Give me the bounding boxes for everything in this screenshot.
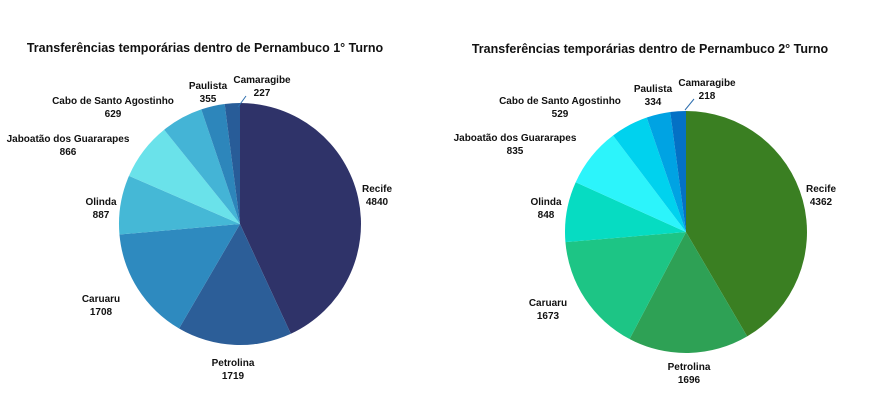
pie-slice-cabo-de-santo-agostinho <box>164 109 240 224</box>
slice-value-olinda: 887 <box>93 210 110 221</box>
pie-slice-petrolina <box>629 232 748 353</box>
pie-slice-caruaru <box>565 232 686 340</box>
slice-value-camaragibe: 227 <box>254 88 271 99</box>
pie-slice-jaboatao-dos-guararapes <box>575 135 686 232</box>
slice-label-paulista: Paulista <box>634 84 673 95</box>
pie-chart-2-turno: Transferências temporárias dentro de Per… <box>454 42 837 386</box>
pie-slice-recife <box>686 111 807 337</box>
slice-value-petrolina: 1696 <box>678 375 701 386</box>
slice-label-jaboatao-dos-guararapes: Jaboatão dos Guararapes <box>454 133 577 144</box>
chart-title-1-turno: Transferências temporárias dentro de Per… <box>27 41 384 55</box>
slice-value-camaragibe: 218 <box>699 91 716 102</box>
pie-chart-1-turno: Transferências temporárias dentro de Per… <box>7 41 393 382</box>
slice-label-cabo-de-santo-agostinho: Cabo de Santo Agostinho <box>499 96 621 107</box>
slice-value-caruaru: 1708 <box>90 307 113 318</box>
slice-value-recife: 4840 <box>366 197 389 208</box>
pie-slice-petrolina <box>179 224 291 345</box>
pie-slice-paulista <box>646 112 686 232</box>
slice-label-camaragibe: Camaragibe <box>678 78 736 89</box>
pie-slices-1-turno <box>118 102 361 345</box>
pie-slice-cabo-de-santo-agostinho <box>613 117 686 232</box>
slice-value-petrolina: 1719 <box>222 371 245 382</box>
leader-line-camaragibe <box>237 95 247 108</box>
pie-slice-recife <box>240 103 361 334</box>
slice-value-caruaru: 1673 <box>537 311 560 322</box>
slice-label-caruaru: Caruaru <box>82 294 120 305</box>
pie-slice-jaboatao-dos-guararapes <box>128 129 240 224</box>
slice-label-petrolina: Petrolina <box>668 362 711 373</box>
slice-label-paulista: Paulista <box>189 81 228 92</box>
slice-value-cabo-de-santo-agostinho: 629 <box>105 109 122 120</box>
slice-label-petrolina: Petrolina <box>212 358 255 369</box>
slice-label-caruaru: Caruaru <box>529 298 567 309</box>
slice-label-camaragibe: Camaragibe <box>233 75 291 86</box>
pie-slices-2-turno <box>565 111 807 353</box>
slice-label-olinda: Olinda <box>85 197 117 208</box>
slice-value-recife: 4362 <box>810 197 833 208</box>
slice-value-paulista: 355 <box>200 94 217 105</box>
pie-labels-2-turno: Recife 4362 Petrolina 1696 Caruaru 1673 Olinda… <box>454 78 837 386</box>
pie-slice-camaragibe <box>224 102 240 224</box>
slice-value-jaboatao-dos-guararapes: 835 <box>507 146 524 157</box>
slice-label-cabo-de-santo-agostinho: Cabo de Santo Agostinho <box>52 96 174 107</box>
slice-value-olinda: 848 <box>538 210 555 221</box>
slice-value-cabo-de-santo-agostinho: 529 <box>552 109 569 120</box>
pie-slice-camaragibe <box>670 111 686 232</box>
leader-line-camaragibe <box>684 98 695 111</box>
chart-title-2-turno: Transferências temporárias dentro de Per… <box>472 42 829 56</box>
pie-slice-paulista <box>201 103 240 224</box>
slice-value-jaboatao-dos-guararapes: 866 <box>60 147 77 158</box>
pie-slice-olinda <box>118 175 240 235</box>
slice-label-recife: Recife <box>362 184 392 195</box>
slice-label-olinda: Olinda <box>530 197 562 208</box>
slice-label-jaboatao-dos-guararapes: Jaboatão dos Guararapes <box>7 134 130 145</box>
pie-labels-1-turno: Recife 4840 Petrolina 1719 Caruaru 1708 Olinda… <box>7 75 393 382</box>
pie-slice-olinda <box>565 182 686 243</box>
slice-value-paulista: 334 <box>645 97 662 108</box>
pie-slice-caruaru <box>119 224 240 329</box>
slice-label-recife: Recife <box>806 184 836 195</box>
